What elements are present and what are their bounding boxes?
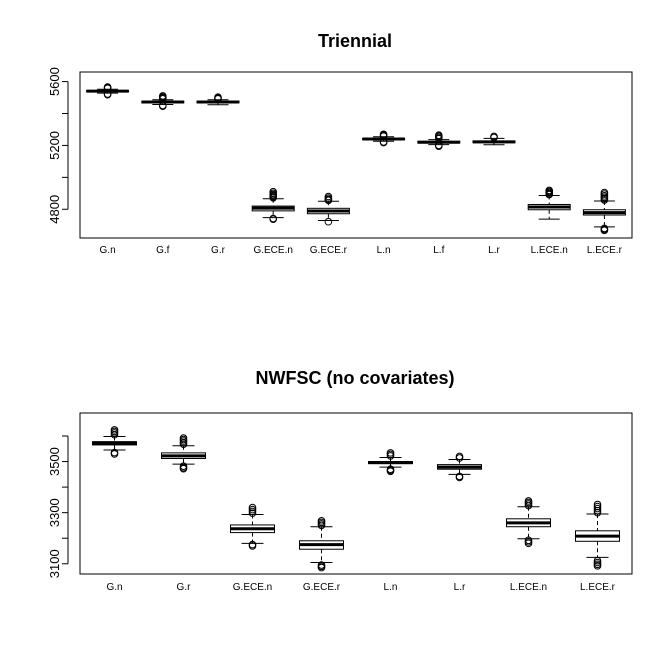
outlier-point xyxy=(524,536,533,545)
outlier-point xyxy=(386,449,395,457)
outlier-point xyxy=(324,217,333,226)
outlier-point xyxy=(248,540,257,549)
box-L.ECE.n xyxy=(527,186,571,220)
outlier-point xyxy=(593,504,602,513)
outlier-point xyxy=(214,93,222,102)
outlier-point xyxy=(545,186,554,195)
outlier-point xyxy=(110,448,119,457)
outlier-point xyxy=(593,502,602,511)
x-category-label: G.f xyxy=(156,245,170,256)
x-category-label: G.n xyxy=(100,245,116,256)
outlier-point xyxy=(179,462,188,470)
outlier-point xyxy=(324,192,333,201)
x-category-label: L.f xyxy=(433,245,444,256)
boxes-triennial xyxy=(86,83,626,235)
x-category-label: L.r xyxy=(488,245,500,256)
box-G.r xyxy=(196,93,240,106)
plot-frame-nwfsc xyxy=(79,412,633,575)
outlier-point xyxy=(386,450,395,459)
outlier-point xyxy=(248,503,257,512)
x-category-label: L.ECE.n xyxy=(531,245,568,256)
boxes-nwfsc xyxy=(92,426,620,572)
outlier-point xyxy=(317,561,326,569)
outlier-point xyxy=(269,187,278,196)
outlier-point xyxy=(600,188,609,197)
x-category-label: L.n xyxy=(377,245,391,256)
box-G.ECE.n xyxy=(251,187,295,223)
x-category-label: L.ECE.r xyxy=(587,245,623,256)
outlier-point xyxy=(159,92,167,100)
y-tick-label: 5200 xyxy=(47,131,62,160)
x-category-label: L.ECE.n xyxy=(510,582,547,593)
outlier-point xyxy=(490,132,498,141)
box-G.ECE.r xyxy=(299,517,344,572)
box-L.n xyxy=(362,130,406,147)
box-L.ECE.r xyxy=(582,188,626,235)
box-L.r xyxy=(437,452,482,482)
outlier-point xyxy=(110,426,119,434)
plot-frame-triennial xyxy=(79,71,633,239)
y-tick-label: 3500 xyxy=(47,447,62,476)
outlier-point xyxy=(269,214,278,223)
x-category-label: G.r xyxy=(211,245,226,256)
outlier-point xyxy=(593,500,602,509)
x-category-label: G.r xyxy=(177,582,192,593)
box-G.f xyxy=(141,92,185,110)
box-L.ECE.r xyxy=(575,500,620,570)
outlier-point xyxy=(455,452,464,461)
y-tick-label: 5600 xyxy=(47,67,62,96)
outlier-point xyxy=(386,465,395,474)
x-category-label: L.n xyxy=(384,582,398,593)
box-L.n xyxy=(368,449,413,476)
box-G.n xyxy=(92,426,137,458)
box-G.ECE.n xyxy=(230,503,275,550)
chart-title-nwfsc: NWFSC (no covariates) xyxy=(255,368,454,388)
y-axis-nwfsc: 3100 3300 3500 xyxy=(47,435,69,578)
box-G.ECE.r xyxy=(306,192,350,226)
box-G.r xyxy=(161,434,206,473)
outlier-point xyxy=(600,224,609,233)
outlier-point xyxy=(379,130,388,139)
y-tick-label: 4800 xyxy=(47,195,62,224)
x-labels-nwfsc: G.n G.r G.ECE.n G.ECE.r L.n L.r L.ECE.n L.ECE.r xyxy=(106,582,615,593)
x-category-label: L.ECE.r xyxy=(580,582,616,593)
outlier-point xyxy=(455,472,464,481)
outlier-point xyxy=(593,556,602,565)
outlier-point xyxy=(435,131,443,140)
x-category-label: G.n xyxy=(106,582,122,593)
x-category-label: G.ECE.n xyxy=(253,245,292,256)
box-L.f xyxy=(417,131,461,151)
x-category-label: L.r xyxy=(454,582,466,593)
outlier-point xyxy=(524,538,533,546)
x-category-label: G.ECE.n xyxy=(233,582,272,593)
box-L.r xyxy=(472,132,516,146)
y-tick-label: 3100 xyxy=(47,549,62,578)
box-G.n xyxy=(86,83,130,99)
box-L.ECE.n xyxy=(506,497,551,548)
y-axis-triennial: 4800 5200 5600 xyxy=(47,67,69,224)
outlier-point xyxy=(524,497,533,505)
x-category-label: G.ECE.r xyxy=(303,582,341,593)
x-category-label: G.ECE.r xyxy=(310,245,348,256)
x-labels-triennial: G.n G.f G.r G.ECE.n G.ECE.r L.n L.f L.r L.ECE.n L… xyxy=(100,245,623,256)
outlier-point xyxy=(179,434,188,442)
chart-title-triennial: Triennial xyxy=(318,31,392,51)
outlier-point xyxy=(317,517,326,525)
y-tick-label: 3300 xyxy=(47,498,62,527)
outlier-point xyxy=(103,83,112,91)
outlier-point xyxy=(248,505,257,514)
